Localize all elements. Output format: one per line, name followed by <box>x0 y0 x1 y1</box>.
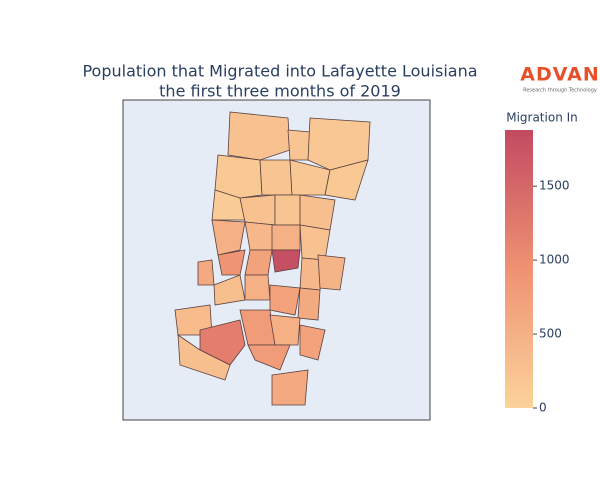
region <box>299 324 326 361</box>
region <box>214 154 263 199</box>
region <box>271 224 301 251</box>
region <box>324 159 369 201</box>
colorbar-tick-label: 0 <box>539 401 547 415</box>
colorbar <box>505 130 533 408</box>
title-line: Population that Migrated into Lafayette … <box>82 62 477 81</box>
title-line: the first three months of 2019 <box>159 82 401 101</box>
region <box>177 334 231 381</box>
colorbar-ticks: 0 500 1000 1500 <box>533 179 570 415</box>
region <box>269 284 301 316</box>
colorbar-tick-label: 1500 <box>539 179 570 193</box>
region <box>244 221 276 251</box>
region <box>299 224 331 261</box>
region <box>244 274 271 301</box>
region <box>199 319 246 366</box>
region <box>271 249 301 273</box>
region <box>299 194 336 231</box>
colorbar-title: Migration In <box>506 111 578 125</box>
region <box>247 344 291 371</box>
regions <box>174 111 371 406</box>
region <box>297 287 321 321</box>
region <box>227 111 291 161</box>
logo-tagline: Research through Technology <box>523 88 597 94</box>
region <box>211 219 246 256</box>
logo: ADVAN <box>520 64 600 86</box>
region <box>317 254 346 291</box>
colorbar-tick-label: 500 <box>539 327 562 341</box>
region <box>259 159 293 196</box>
region <box>239 194 276 226</box>
region <box>287 129 311 161</box>
region <box>197 259 215 286</box>
region <box>271 369 309 406</box>
colorbar-tick-label: 1000 <box>539 253 570 267</box>
region <box>269 314 301 346</box>
region <box>274 194 301 226</box>
region <box>244 249 273 276</box>
